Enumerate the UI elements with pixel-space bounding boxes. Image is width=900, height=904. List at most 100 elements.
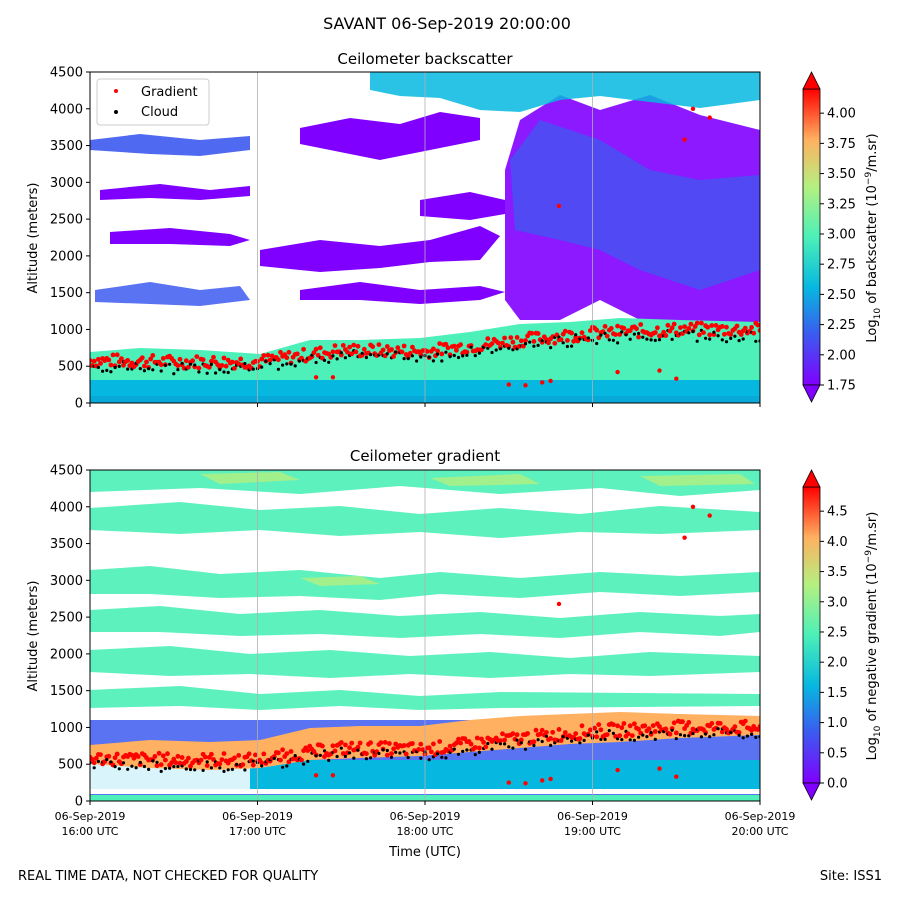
gradient-marker bbox=[136, 754, 141, 759]
backscatter-y-tick-label: 4500 bbox=[50, 66, 83, 81]
cloud-marker bbox=[624, 333, 627, 336]
cloud-marker bbox=[616, 341, 619, 344]
gradient-marker bbox=[190, 358, 195, 363]
gradient-marker bbox=[452, 344, 457, 349]
cloud-marker bbox=[231, 768, 234, 771]
gradient-marker bbox=[686, 720, 691, 725]
cloud-marker bbox=[738, 339, 741, 342]
gradient-marker bbox=[159, 762, 164, 767]
gradient-marker bbox=[540, 380, 544, 384]
gradient-y-tick-label: 4500 bbox=[50, 464, 83, 479]
cloud-marker bbox=[331, 354, 334, 357]
cloud-marker bbox=[143, 765, 146, 768]
gradient-marker bbox=[666, 323, 671, 328]
gradient-marker bbox=[708, 513, 712, 517]
cloud-marker bbox=[193, 363, 196, 366]
gradient-marker bbox=[106, 358, 111, 363]
gradient-marker bbox=[418, 742, 423, 747]
cloud-marker bbox=[704, 732, 707, 735]
cloud-marker bbox=[252, 368, 255, 371]
gradient-marker bbox=[333, 343, 338, 348]
gradient-marker bbox=[638, 322, 643, 327]
cloud-marker bbox=[369, 353, 372, 356]
cloud-marker bbox=[465, 748, 468, 751]
gradient-marker bbox=[222, 356, 227, 361]
cloud-marker bbox=[629, 338, 632, 341]
gradient-marker bbox=[331, 743, 336, 748]
cloud-marker bbox=[570, 345, 573, 348]
gradient-marker bbox=[695, 321, 700, 326]
gradient-marker bbox=[261, 353, 266, 358]
gradient-marker bbox=[680, 719, 685, 724]
gradient-marker bbox=[454, 348, 459, 353]
gradient-marker bbox=[619, 725, 624, 730]
gradient-marker bbox=[473, 745, 478, 750]
gradient-marker bbox=[653, 729, 658, 734]
gradient-marker bbox=[278, 758, 283, 763]
gradient-marker bbox=[314, 375, 318, 379]
cloud-marker bbox=[386, 749, 389, 752]
cloud-marker bbox=[222, 770, 225, 773]
cloud-marker bbox=[511, 747, 514, 750]
backscatter-x-ticks bbox=[90, 403, 760, 407]
cloud-marker bbox=[537, 738, 540, 741]
gradient-marker bbox=[511, 340, 516, 345]
gradient-marker bbox=[674, 377, 678, 381]
cloud-marker bbox=[465, 354, 468, 357]
quality-disclaimer: REAL TIME DATA, NOT CHECKED FOR QUALITY bbox=[18, 869, 318, 884]
gradient-marker bbox=[615, 768, 619, 772]
gradient-marker bbox=[150, 353, 155, 358]
cloud-marker bbox=[419, 757, 422, 760]
gradient-marker bbox=[622, 721, 627, 726]
cloud-marker bbox=[490, 351, 493, 354]
x-tick-date: 06-Sep-2019 bbox=[55, 810, 126, 823]
gradient-marker bbox=[550, 730, 555, 735]
gradient-marker bbox=[626, 731, 631, 736]
gradient-colorbar-tick-label: 2.0 bbox=[827, 656, 848, 671]
gradient-marker bbox=[385, 753, 390, 758]
gradient-marker bbox=[416, 747, 421, 752]
gradient-marker bbox=[289, 749, 294, 754]
gradient-marker bbox=[320, 744, 325, 749]
gradient-marker bbox=[548, 777, 552, 781]
gradient-marker bbox=[280, 747, 285, 752]
cloud-marker bbox=[704, 337, 707, 340]
cloud-marker bbox=[340, 351, 343, 354]
x-tick-time: 17:00 UTC bbox=[229, 825, 286, 838]
cloud-marker bbox=[407, 357, 410, 360]
gradient-marker bbox=[203, 755, 208, 760]
legend-gradient-marker bbox=[114, 89, 118, 93]
cloud-marker bbox=[516, 739, 519, 742]
cloud-marker bbox=[302, 763, 305, 766]
gradient-marker bbox=[98, 361, 103, 366]
cloud-marker bbox=[344, 356, 347, 359]
cloud-marker bbox=[143, 369, 146, 372]
cloud-marker bbox=[470, 346, 473, 349]
cloud-marker bbox=[721, 338, 724, 341]
gradient-marker bbox=[532, 339, 537, 344]
cloud-marker bbox=[114, 366, 117, 369]
cloud-marker bbox=[532, 345, 535, 348]
cloud-marker bbox=[206, 372, 209, 375]
gradient-marker bbox=[410, 741, 415, 746]
gradient-marker bbox=[194, 354, 199, 359]
cloud-marker bbox=[520, 741, 523, 744]
cloud-marker bbox=[629, 738, 632, 741]
cloud-marker bbox=[708, 338, 711, 341]
gradient-marker bbox=[511, 731, 516, 736]
gradient-marker bbox=[404, 752, 409, 757]
cloud-marker bbox=[377, 752, 380, 755]
cloud-marker bbox=[235, 763, 238, 766]
gradient-marker bbox=[351, 343, 356, 348]
gradient-marker bbox=[483, 745, 488, 750]
gradient-marker bbox=[201, 357, 206, 362]
x-axis-label: Time (UTC) bbox=[388, 845, 461, 860]
cloud-marker bbox=[126, 768, 129, 771]
cloud-marker bbox=[440, 756, 443, 759]
cloud-marker bbox=[93, 766, 96, 769]
cloud-marker bbox=[461, 354, 464, 357]
gradient-marker bbox=[295, 352, 300, 357]
gradient-marker bbox=[630, 733, 635, 738]
x-tick-date: 06-Sep-2019 bbox=[725, 810, 796, 823]
cloud-marker bbox=[294, 364, 297, 367]
